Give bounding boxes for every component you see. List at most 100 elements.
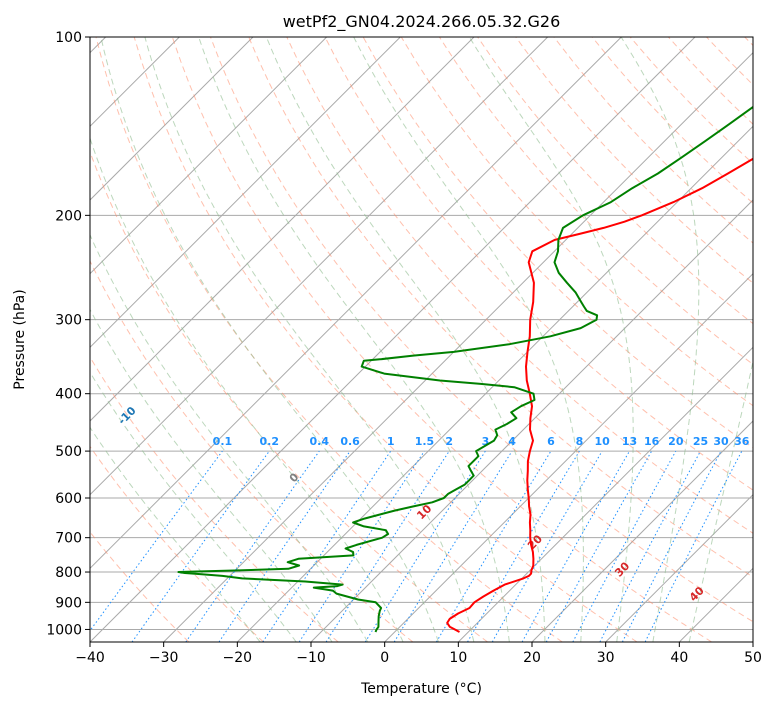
plot-frame bbox=[89, 36, 754, 643]
background-lines bbox=[90, 37, 753, 642]
mixing-ratio-label: 3 bbox=[482, 435, 490, 448]
mixing-ratio-line bbox=[572, 450, 677, 642]
mixing-ratio-label: 36 bbox=[734, 435, 750, 448]
isotherm-line bbox=[384, 272, 753, 642]
moist-adiabat-line bbox=[198, 37, 510, 642]
isotherm-line bbox=[310, 199, 753, 642]
dry-adiabat-line bbox=[171, 37, 712, 642]
dry-adiabat-line bbox=[90, 259, 414, 642]
dry-adiabat-line bbox=[744, 37, 753, 47]
isotherm-line bbox=[90, 37, 622, 570]
isotherm-line bbox=[90, 37, 254, 201]
mixing-ratio-label: 4 bbox=[508, 435, 516, 448]
profile-lines bbox=[177, 105, 753, 633]
isotherm-line bbox=[678, 567, 753, 642]
mixing-ratio-label: 6 bbox=[547, 435, 555, 448]
moist-adiabat-line bbox=[265, 37, 546, 642]
mixing-ratio-line bbox=[218, 450, 351, 642]
mixing-ratio-label: 16 bbox=[644, 435, 660, 448]
mixing-ratio-label: 10 bbox=[594, 435, 610, 448]
x-tick-label: 0 bbox=[380, 650, 389, 666]
dry-adiabat-line bbox=[248, 37, 753, 578]
dry-adiabat-line bbox=[553, 37, 753, 244]
mixing-ratio-label: 1 bbox=[387, 435, 395, 448]
y-tick-label: 800 bbox=[55, 565, 82, 581]
dry-adiabat-line bbox=[95, 37, 563, 642]
y-tick-label: 1000 bbox=[46, 622, 82, 638]
y-tick-label: 200 bbox=[55, 208, 82, 224]
y-axis-ticks: 100 200 300 400 500 600 700 800 900 1000 bbox=[46, 30, 90, 638]
mixing-ratio-label: 25 bbox=[693, 435, 708, 448]
chart-title: wetPf2_GN04.2024.266.05.32.G26 bbox=[283, 12, 561, 32]
x-tick-label: 30 bbox=[597, 650, 615, 666]
x-tick-label: 40 bbox=[670, 650, 688, 666]
mixing-ratio-label: 1.5 bbox=[415, 435, 435, 448]
mixing-ratio-line bbox=[545, 450, 653, 642]
x-tick-label: −30 bbox=[149, 650, 179, 666]
mixing-ratio-label: 0.2 bbox=[260, 435, 280, 448]
dry-adiabat-line bbox=[286, 37, 753, 534]
dry-adiabat-label: -20 bbox=[32, 362, 55, 385]
mixing-ratio-label: 0.1 bbox=[213, 435, 233, 448]
y-tick-label: 500 bbox=[55, 444, 82, 460]
mixing-ratio-line bbox=[131, 450, 270, 642]
dry-adiabat-line bbox=[90, 356, 339, 642]
mixing-ratio-label: 8 bbox=[576, 435, 584, 448]
x-tick-label: −20 bbox=[223, 650, 253, 666]
moist-adiabat-line bbox=[90, 308, 333, 642]
moist-adiabat-line bbox=[468, 37, 634, 642]
dry-adiabat-line bbox=[210, 37, 753, 623]
y-tick-label: 300 bbox=[55, 313, 82, 329]
moist-adiabat-line bbox=[100, 37, 439, 642]
mixing-ratio-line bbox=[393, 450, 513, 642]
mixing-ratio-line bbox=[262, 450, 392, 642]
isotherm-line bbox=[531, 420, 753, 642]
isotherm-line bbox=[163, 51, 753, 642]
isotherm-line bbox=[752, 641, 753, 642]
isotherm-line bbox=[90, 37, 328, 275]
dry-adiabat-line bbox=[90, 531, 190, 642]
isotherm-line bbox=[605, 493, 753, 642]
moist-adiabat-line bbox=[90, 426, 261, 642]
dry-adiabat-line bbox=[706, 37, 753, 86]
dry-adiabat-line bbox=[591, 37, 753, 204]
mixing-ratio-label: 0.6 bbox=[340, 435, 360, 448]
moist-adiabat-line bbox=[90, 233, 369, 642]
mixing-ratio-label: 13 bbox=[622, 435, 637, 448]
x-tick-label: −40 bbox=[75, 650, 105, 666]
dry-adiabat-line bbox=[515, 37, 753, 284]
mixing-ratio-label: 30 bbox=[713, 435, 729, 448]
x-axis-label: Temperature (°C) bbox=[360, 681, 482, 697]
isotherm-line bbox=[90, 37, 401, 349]
y-tick-label: 600 bbox=[55, 491, 82, 507]
moist-adiabat-label: 30 bbox=[612, 559, 632, 579]
moist-adiabat-line bbox=[90, 136, 404, 642]
mixing-ratio-label: 2 bbox=[445, 435, 453, 448]
temperature-profile bbox=[446, 157, 753, 633]
mixing-ratio-line bbox=[644, 450, 743, 642]
dry-adiabat-line bbox=[668, 37, 753, 125]
y-tick-label: 900 bbox=[55, 595, 82, 611]
moist-adiabat-line bbox=[688, 358, 753, 642]
isotherm-line bbox=[457, 346, 753, 642]
x-tick-label: −10 bbox=[296, 650, 326, 666]
dry-adiabat-line bbox=[324, 37, 753, 491]
dry-adiabat-line bbox=[90, 445, 264, 642]
x-axis-ticks: −40 −30 −20 −10 0 10 20 30 40 50 bbox=[75, 642, 762, 666]
mixing-ratio-line bbox=[599, 450, 701, 642]
mixing-ratio-line bbox=[521, 450, 630, 642]
moist-adiabat-line bbox=[620, 37, 700, 642]
moist-adiabat-label: 20 bbox=[525, 532, 545, 552]
isotherm-line bbox=[90, 37, 696, 642]
mixing-ratio-label: 0.4 bbox=[310, 435, 330, 448]
adiabat-labels: 0.10.20.40.611.52346810131620253036-100-… bbox=[32, 362, 750, 604]
mixing-ratio-label: 20 bbox=[668, 435, 684, 448]
mixing-ratio-line bbox=[364, 450, 486, 642]
x-tick-label: 20 bbox=[523, 650, 541, 666]
y-axis-label: Pressure (hPa) bbox=[12, 289, 28, 389]
moist-adiabat-line bbox=[144, 37, 475, 642]
dry-adiabat-line bbox=[133, 37, 638, 642]
mixing-ratio-line bbox=[185, 450, 320, 642]
isotherm-line bbox=[236, 125, 753, 642]
